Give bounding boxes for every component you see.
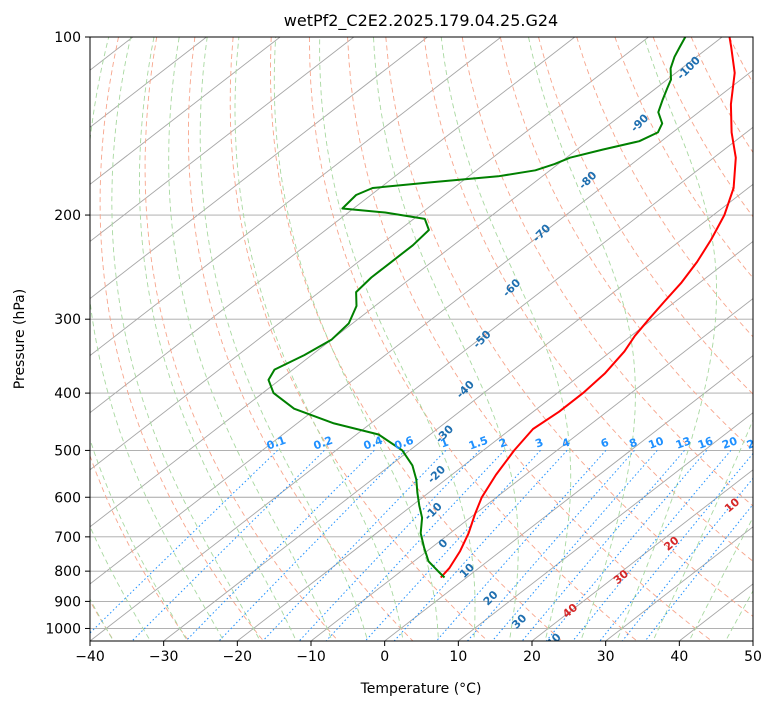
y-tick-label: 500 [54,443,81,459]
dry-adiabat-line [499,37,753,452]
mixing-ratio-line [572,450,732,641]
moist-adiabat-line [234,37,404,641]
mixing-ratio-label: 0.4 [362,434,385,453]
mixing-ratio-label: 0.1 [265,434,288,453]
mixing-ratio-line [262,450,447,641]
isotherm-line [90,37,428,300]
y-tick-label: 200 [54,208,81,224]
isotherm-line [90,37,502,357]
dry-adiabat-line [187,37,414,641]
moist-adiabat-line [652,418,753,641]
isotherm-line [531,469,753,641]
mixing-ratio-label: 25 [745,434,764,451]
dry-adiabat-line [99,37,264,641]
dry-adiabat-line [144,37,339,641]
isotherm-line [90,69,753,585]
x-tick-label: 20 [523,649,541,665]
mixing-ratio-label: 1 [439,436,451,451]
dewpoint-profile-line [267,37,687,579]
mixing-ratio-line [599,452,753,641]
dry-adiabat-label: 40 [544,630,564,650]
x-tick-label: −10 [296,649,326,665]
mixing-ratio-label: 13 [674,434,693,451]
y-axis-label: Pressure (hPa) [12,289,28,389]
isotherm-line [163,183,753,641]
dry-adiabat-line [229,37,488,641]
mixing-ratio-label: 2 [497,436,509,451]
x-tick-label: 10 [449,649,467,665]
isotherm-line [605,526,753,641]
mixing-ratio-label: 0.6 [393,434,416,453]
isotherm-line [90,37,649,471]
x-axis-label: Temperature (°C) [360,681,482,697]
mixing-ratio-label: 10 [647,434,666,452]
moist-adiabat-line [168,37,333,641]
moist-adiabat-line [199,37,369,641]
mixing-ratio-line [393,450,568,641]
moist-adiabat-line [528,37,636,641]
x-tick-label: −40 [75,649,105,665]
mixing-ratio-line [521,450,685,641]
mixing-ratio-label: 16 [696,434,715,452]
mixing-ratio-label: 6 [599,436,611,451]
x-tick-label: 40 [670,649,688,665]
moist-adiabat-line [440,37,572,641]
plot-frame [89,36,754,642]
mixing-ratio-line [491,450,658,641]
moist-adiabat-line [616,37,718,641]
mixing-ratio-line [644,503,753,641]
y-tick-label: 800 [54,564,81,580]
moist-adiabat-line [273,37,439,641]
mixing-ratio-label: 4 [560,436,572,451]
mixing-ratio-line [185,450,375,641]
mixing-ratio-line [622,477,753,641]
mixing-ratio-line [131,450,325,641]
mixing-ratio-line [364,450,541,641]
dry-adiabat-line [423,37,753,562]
x-tick-label: 0 [380,649,389,665]
temperature-profile-line [440,37,737,579]
y-tick-label: 600 [54,490,81,506]
y-tick-label: 700 [54,530,81,546]
mixing-ratio-line [325,450,505,641]
isotherm-line [310,297,753,641]
mixing-ratio-line [545,450,708,641]
dry-adiabat-line [385,37,753,617]
isotherm-line [237,240,753,641]
y-tick-label: 100 [54,30,81,46]
dry-adiabat-line [270,37,563,641]
moist-adiabat-line [139,37,297,641]
x-tick-label: 30 [597,649,615,665]
x-tick-label: 50 [744,649,762,665]
dry-adiabat-line [308,37,638,641]
isotherm-line [384,355,753,641]
mixing-ratio-label: 0.2 [312,434,335,453]
y-tick-label: 300 [54,312,81,328]
mixing-ratio-line [218,450,406,641]
chart-title: wetPf2_C2E2.2025.179.04.25.G24 [284,11,558,31]
mixing-ratio-label: 3 [533,436,545,451]
isotherm-line [90,37,355,242]
y-tick-label: 1000 [45,621,81,637]
y-tick-label: 400 [54,386,81,402]
moist-adiabat-line [373,37,519,641]
isotherm-line [458,412,753,641]
mixing-ratio-label: 20 [720,434,739,452]
mixing-ratio-label: 8 [627,436,639,451]
isotherm-line [90,37,281,185]
isotherm-line [90,126,753,641]
mixing-ratio-label: 1.5 [467,434,490,453]
x-tick-label: −20 [223,649,253,665]
y-tick-label: 900 [54,594,81,610]
x-tick-label: −30 [149,649,179,665]
